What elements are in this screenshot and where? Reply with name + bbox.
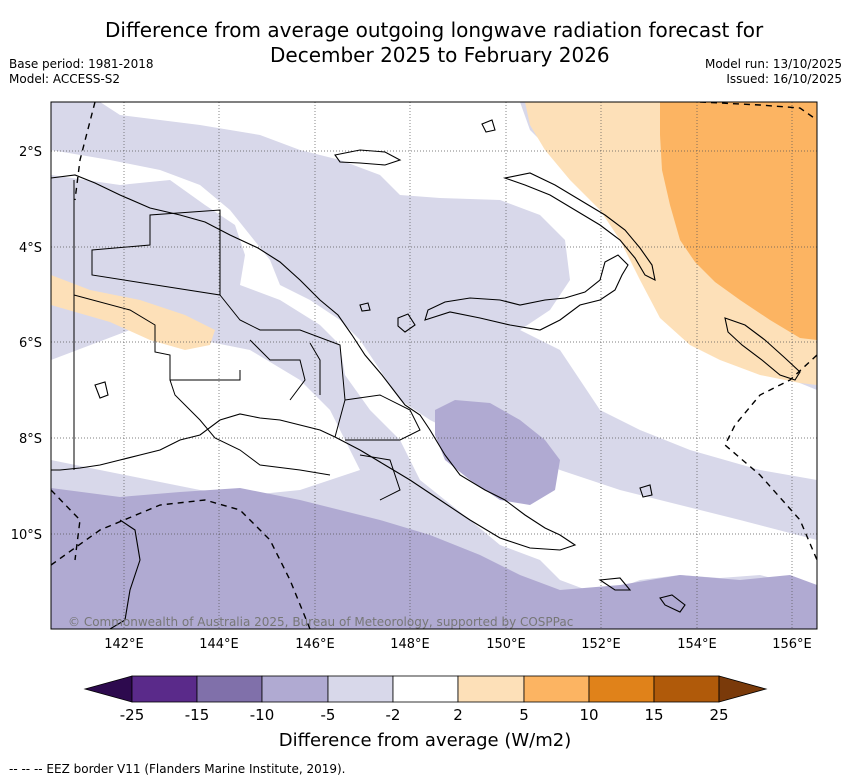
lon-label-156e: 156°E (772, 637, 812, 652)
colorbar-swatch-p10-p15 (588, 675, 655, 703)
borders (73, 180, 421, 501)
lon-label-154e: 154°E (677, 637, 717, 652)
colorbar-ticks: -25 -15 -10 -5 -2 2 5 10 15 25 (120, 706, 729, 724)
colorbar-swatch-n25-n15 (131, 675, 198, 703)
map-frame (50, 101, 818, 630)
copyright-text: © Commonwealth of Australia 2025, Bureau… (68, 615, 573, 629)
colorbar-swatch-p5-p10 (523, 675, 590, 703)
colorbar-tick: 2 (453, 706, 463, 724)
lat-label-2s: 2°S (19, 145, 42, 160)
lon-label-144e: 144°E (199, 637, 239, 652)
anomaly-region-n10-n5 (435, 400, 560, 505)
lat-label-6s: 6°S (19, 336, 42, 351)
eez-borders (51, 102, 817, 629)
meta-left: Base period: 1981-2018 Model: ACCESS-S2 (9, 57, 154, 87)
colorbar-swatch-n5-n2 (327, 675, 394, 703)
meta-right: Model run: 13/10/2025 Issued: 16/10/2025 (705, 57, 842, 87)
longitude-labels: 142°E 144°E 146°E 148°E 150°E 152°E 154°… (104, 637, 812, 652)
colorbar-swatch-n2-p2 (392, 675, 459, 703)
colorbar-tick: -5 (321, 706, 336, 724)
colorbar-tick: -15 (185, 706, 210, 724)
map-area: © Commonwealth of Australia 2025, Bureau… (51, 102, 817, 629)
lon-label-150e: 150°E (486, 637, 526, 652)
title-line-1: Difference from average outgoing longwav… (105, 18, 764, 42)
colorbar-extend-above (718, 675, 768, 703)
model-name: Model: ACCESS-S2 (9, 72, 121, 86)
lon-label-146e: 146°E (295, 637, 335, 652)
anomaly-region-n10-n5-south (51, 488, 817, 629)
anomaly-region-near-average-3 (51, 330, 360, 495)
colorbar-tick: 15 (644, 706, 663, 724)
colorbar-tick: -10 (250, 706, 275, 724)
colorbar-swatch-p15-p25 (653, 675, 720, 703)
graticule (51, 102, 817, 629)
title-line-2: December 2025 to February 2026 (270, 43, 610, 67)
anomaly-region-p5-p10 (660, 102, 817, 340)
colorbar-label: Difference from average (W/m2) (278, 730, 572, 751)
anomaly-region-near-average-2 (51, 150, 817, 595)
anomaly-region-p2-p5-west (51, 275, 215, 350)
lon-label-142e: 142°E (104, 637, 144, 652)
colorbar-tick: -2 (386, 706, 401, 724)
colorbar-swatch-n15-n10 (196, 675, 263, 703)
base-period: Base period: 1981-2018 (9, 57, 154, 71)
colorbar-tick: 25 (709, 706, 728, 724)
lat-label-4s: 4°S (19, 241, 42, 256)
coastlines (51, 119, 801, 629)
colorbar-tick: -25 (120, 706, 145, 724)
lat-label-10s: 10°S (11, 528, 42, 543)
colorbar-tick: 10 (579, 706, 598, 724)
eez-legend: -- -- -- EEZ border V11 (Flanders Marine… (9, 762, 346, 776)
latitude-labels: 2°S 4°S 6°S 8°S 10°S (11, 145, 42, 543)
model-run: Model run: 13/10/2025 (704, 57, 842, 71)
anomaly-region-near-average (51, 102, 817, 480)
lon-label-152e: 152°E (581, 637, 621, 652)
lat-label-8s: 8°S (19, 432, 42, 447)
colorbar-swatch-n10-n5 (261, 675, 329, 703)
colorbar-tick: 5 (519, 706, 529, 724)
colorbar-extend-below (83, 675, 133, 703)
issued-date: Issued: 16/10/2025 (726, 72, 842, 86)
lon-label-148e: 148°E (390, 637, 430, 652)
colorbar: -25 -15 -10 -5 -2 2 5 10 15 25 (83, 675, 768, 724)
colorbar-swatch-p2-p5 (457, 675, 525, 703)
